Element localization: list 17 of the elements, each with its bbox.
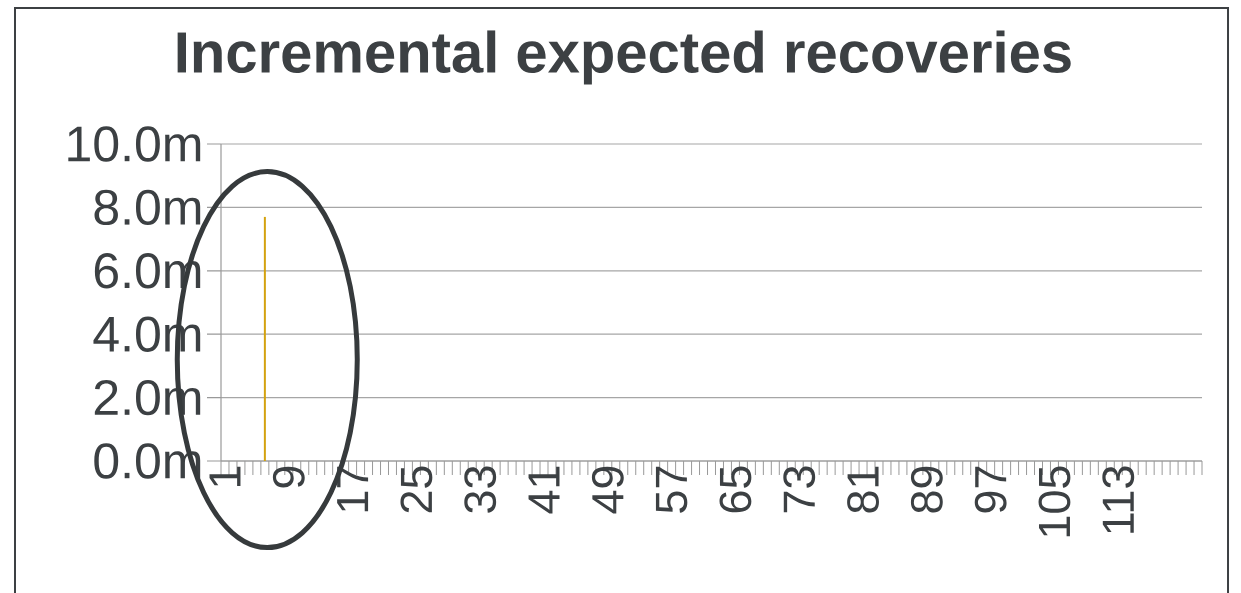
y-tick-label: 10.0m [68,126,201,162]
x-tick-label: 73 [783,466,816,513]
x-tick-label: 49 [591,466,624,514]
x-tick-label: 113 [1102,466,1135,533]
x-tick-label: 25 [400,466,433,513]
x-tick-label: 105 [1038,466,1071,537]
x-tick-label: 81 [847,466,879,513]
x-tick-label: 41 [528,466,560,514]
chart-title: Incremental expected recoveries [177,30,1071,85]
x-tick-label: 57 [655,466,688,513]
x-tick-label: 89 [910,466,943,513]
x-tick-label: 33 [464,466,497,513]
y-tick-label: 8.0m [94,189,201,226]
x-tick-label: 97 [974,466,1007,513]
x-tick-label: 65 [719,466,752,513]
x-tick-label: 1 [209,466,241,487]
x-tick-label: 9 [272,466,305,488]
